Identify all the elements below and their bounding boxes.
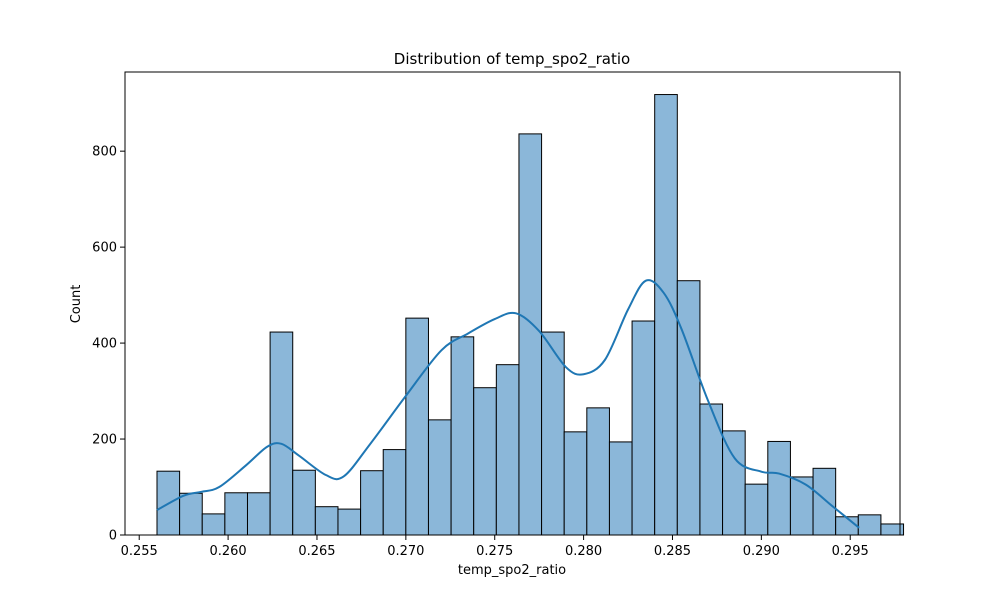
- histogram-bar: [314, 506, 339, 536]
- histogram-bar: [812, 467, 837, 536]
- histogram-bar: [699, 403, 724, 536]
- histogram-bar: [631, 320, 656, 536]
- x-axis-ticks: 0.255 0.260 0.265 0.270 0.275 0.280 0.285 0.290…: [121, 535, 869, 559]
- x-tick-label: 0.295: [832, 544, 869, 559]
- histogram-bar: [224, 492, 248, 536]
- histogram-bar: [292, 469, 316, 536]
- x-tick-label: 0.290: [743, 544, 780, 559]
- x-tick-label: 0.270: [387, 544, 424, 559]
- x-tick-label: 0.255: [121, 544, 158, 559]
- histogram-bar: [450, 336, 475, 536]
- histogram-bar: [722, 430, 746, 536]
- histogram-bar: [201, 513, 226, 536]
- x-tick-label: 0.280: [565, 544, 602, 559]
- histogram-bar: [789, 476, 814, 536]
- y-axis-label: Count: [69, 285, 84, 324]
- y-tick-label: 200: [92, 433, 117, 448]
- y-axis-ticks: 0 200 400 600 800: [92, 145, 125, 544]
- histogram-bar: [382, 449, 407, 536]
- histogram-bar: [269, 331, 294, 536]
- histogram-bar: [360, 470, 384, 536]
- chart-title: Distribution of temp_spo2_ratio: [394, 50, 630, 69]
- x-tick-label: 0.285: [654, 544, 691, 559]
- histogram-bar: [563, 431, 588, 536]
- y-tick-label: 400: [92, 337, 117, 352]
- y-tick-label: 0: [109, 529, 117, 544]
- x-tick-label: 0.265: [298, 544, 335, 559]
- plot-frame: [124, 71, 901, 536]
- histogram-bar: [473, 387, 497, 536]
- histogram-bar: [427, 419, 452, 536]
- histogram-bar: [495, 364, 520, 536]
- histogram-bar: [608, 441, 633, 536]
- histogram-bar: [405, 317, 429, 536]
- y-tick-label: 800: [92, 145, 117, 160]
- histogram-bar: [744, 483, 769, 536]
- histogram-bar: [586, 407, 610, 536]
- x-tick-label: 0.275: [476, 544, 513, 559]
- histogram-bar: [767, 440, 791, 536]
- x-axis-label: temp_spo2_ratio: [458, 563, 566, 578]
- histogram-bar: [654, 94, 678, 536]
- histogram-bar: [835, 516, 859, 536]
- histogram-bars: [156, 94, 905, 536]
- histogram-bar: [676, 280, 701, 536]
- x-tick-label: 0.260: [209, 544, 246, 559]
- kde-line: [156, 279, 860, 529]
- histogram-bar: [246, 492, 271, 536]
- histogram-bar: [857, 514, 882, 536]
- histogram-bar: [518, 133, 543, 536]
- histogram-bar: [337, 508, 362, 536]
- y-tick-label: 600: [92, 241, 117, 256]
- histogram-bar: [179, 492, 203, 536]
